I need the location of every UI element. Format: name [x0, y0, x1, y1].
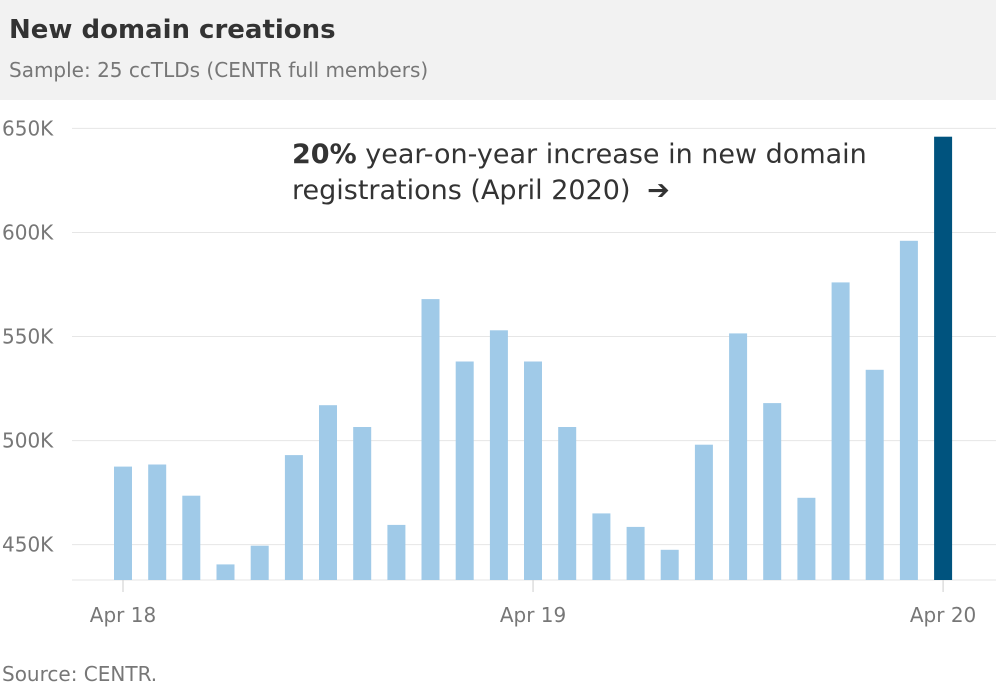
y-axis-ticks: 450K 500K 550K 600K 650K: [2, 116, 54, 556]
arrow-right-icon: ➔: [647, 175, 670, 206]
chart-subtitle: Sample: 25 ccTLDs (CENTR full members): [9, 58, 429, 82]
y-tick-label: 500K: [2, 429, 54, 453]
bar: [592, 513, 611, 580]
y-tick-label: 450K: [2, 533, 54, 557]
bar: [558, 427, 577, 580]
chart-header: New domain creations Sample: 25 ccTLDs (…: [0, 0, 996, 100]
bar: [797, 497, 816, 580]
bar: [694, 444, 713, 580]
x-tick-label: Apr 19: [500, 603, 566, 627]
bar: [250, 545, 269, 580]
annotation: 20% year-on-year increase in new domain …: [292, 137, 912, 209]
bar: [284, 455, 303, 580]
source-note: Source: CENTR.: [2, 662, 158, 686]
y-tick-label: 550K: [2, 325, 54, 349]
bar: [865, 369, 884, 580]
y-tick-label: 650K: [2, 116, 54, 140]
chart-title: New domain creations: [9, 15, 336, 45]
bar: [319, 405, 337, 580]
annotation-highlight: 20%: [292, 139, 357, 170]
bar: [455, 361, 474, 580]
bar: [626, 526, 645, 580]
bar: [216, 564, 235, 580]
bar: [489, 330, 508, 580]
annotation-text: year-on-year increase in new domain regi…: [292, 139, 867, 206]
bar: [899, 240, 918, 581]
bar: [763, 403, 782, 580]
bar: [660, 549, 679, 580]
bar: [353, 427, 372, 580]
bar: [387, 524, 406, 580]
bar: [182, 495, 201, 580]
bars: [114, 136, 953, 581]
bar: [831, 282, 850, 580]
bar: [114, 466, 132, 580]
y-tick-label: 600K: [2, 220, 54, 244]
bar: [148, 464, 167, 580]
x-tick-label: Apr 18: [90, 603, 156, 627]
x-axis-ticks: Apr 18 Apr 19 Apr 20: [90, 580, 976, 627]
bar: [729, 333, 748, 580]
x-tick-label: Apr 20: [910, 603, 976, 627]
bar: [524, 361, 542, 580]
bar: [421, 299, 440, 580]
bar-highlight: [934, 136, 953, 580]
